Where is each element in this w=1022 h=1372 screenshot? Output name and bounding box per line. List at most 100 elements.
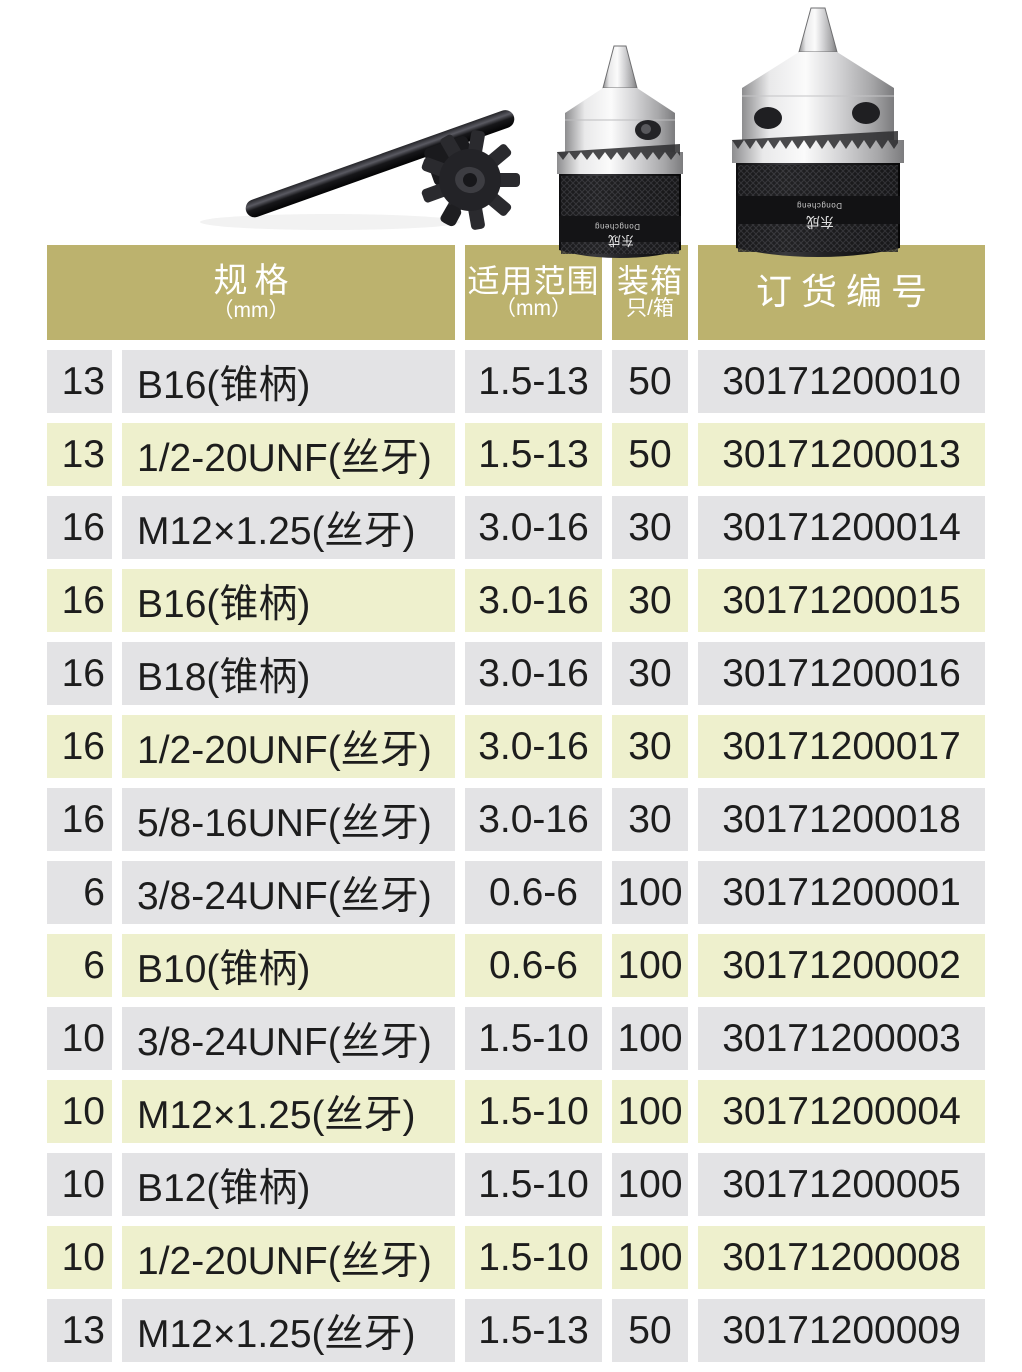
cell-spec: 5/8-16UNF(丝牙): [122, 788, 455, 851]
product-photo: Dongcheng 东成 Dongcheng 东成: [200, 7, 904, 258]
cell-order_no: 30171200015: [698, 569, 985, 632]
cell-qty: 30: [612, 788, 688, 851]
cell-qty: 30: [612, 642, 688, 705]
cell-order_no: 30171200009: [698, 1299, 985, 1362]
table-row: 16 M12×1.25(丝牙) 3.0-16 30 30171200014: [47, 496, 985, 559]
drill-chuck-large-image: Dongcheng 东成: [732, 7, 904, 257]
cell-size: 13: [47, 1299, 112, 1362]
cell-range: 3.0-16: [465, 496, 602, 559]
cell-size: 13: [47, 350, 112, 413]
cell-spec: 1/2-20UNF(丝牙): [122, 423, 455, 486]
table-row: 6 3/8-24UNF(丝牙) 0.6-6 100 30171200001: [47, 861, 985, 924]
cell-range: 1.5-13: [465, 423, 602, 486]
cell-spec: 3/8-24UNF(丝牙): [122, 861, 455, 924]
cell-range: 3.0-16: [465, 569, 602, 632]
cell-range: 1.5-10: [465, 1007, 602, 1070]
cell-range: 3.0-16: [465, 642, 602, 705]
cell-size: 16: [47, 642, 112, 705]
brand-cn-large: 东成: [806, 214, 834, 230]
cell-size: 16: [47, 569, 112, 632]
cell-spec: B10(锥柄): [122, 934, 455, 997]
cell-size: 6: [47, 934, 112, 997]
table-header: 规格 （mm） 适用范围 （mm） 装箱 只/箱 订货编号: [47, 245, 985, 340]
cell-order_no: 30171200004: [698, 1080, 985, 1143]
cell-order_no: 30171200017: [698, 715, 985, 778]
cell-size: 13: [47, 423, 112, 486]
cell-qty: 100: [612, 934, 688, 997]
header-range-unit: （mm）: [495, 297, 572, 321]
cell-order_no: 30171200014: [698, 496, 985, 559]
cell-order_no: 30171200016: [698, 642, 985, 705]
cell-spec: B18(锥柄): [122, 642, 455, 705]
cell-size: 16: [47, 788, 112, 851]
table-row: 16 5/8-16UNF(丝牙) 3.0-16 30 30171200018: [47, 788, 985, 851]
header-spec-label: 规格: [213, 261, 296, 300]
header-packing-unit: 只/箱: [626, 297, 674, 321]
table-row: 10 M12×1.25(丝牙) 1.5-10 100 30171200004: [47, 1080, 985, 1143]
table-row: 13 M12×1.25(丝牙) 1.5-13 50 30171200009: [47, 1299, 985, 1362]
cell-qty: 100: [612, 861, 688, 924]
cell-range: 0.6-6: [465, 861, 602, 924]
cell-range: 1.5-13: [465, 350, 602, 413]
cell-spec: 3/8-24UNF(丝牙): [122, 1007, 455, 1070]
table-row: 13 1/2-20UNF(丝牙) 1.5-13 50 30171200013: [47, 423, 985, 486]
cell-qty: 100: [612, 1226, 688, 1289]
cell-order_no: 30171200013: [698, 423, 985, 486]
header-packing: 装箱 只/箱: [612, 245, 688, 340]
drill-chuck-medium-image: Dongcheng 东成: [557, 45, 683, 258]
cell-order_no: 30171200018: [698, 788, 985, 851]
cell-size: 16: [47, 496, 112, 559]
cell-spec: M12×1.25(丝牙): [122, 1080, 455, 1143]
header-packing-label: 装箱: [616, 262, 683, 299]
chuck-key-image: [200, 110, 520, 230]
header-spec: 规格 （mm）: [47, 245, 455, 340]
cell-qty: 100: [612, 1007, 688, 1070]
cell-range: 3.0-16: [465, 715, 602, 778]
header-range: 适用范围 （mm）: [465, 245, 602, 340]
header-range-label: 适用范围: [467, 262, 600, 299]
cell-range: 1.5-13: [465, 1299, 602, 1362]
table-row: 10 1/2-20UNF(丝牙) 1.5-10 100 30171200008: [47, 1226, 985, 1289]
table-row: 16 1/2-20UNF(丝牙) 3.0-16 30 30171200017: [47, 715, 985, 778]
cell-qty: 50: [612, 350, 688, 413]
brand-text-medium: Dongcheng: [595, 222, 640, 231]
table-row: 16 B18(锥柄) 3.0-16 30 30171200016: [47, 642, 985, 705]
table-row: 16 B16(锥柄) 3.0-16 30 30171200015: [47, 569, 985, 632]
cell-order_no: 30171200001: [698, 861, 985, 924]
cell-qty: 50: [612, 1299, 688, 1362]
cell-order_no: 30171200008: [698, 1226, 985, 1289]
brand-cn-medium: 东成: [608, 233, 634, 248]
chuck-key-gear: [421, 130, 520, 230]
cell-spec: B16(锥柄): [122, 569, 455, 632]
cell-size: 10: [47, 1153, 112, 1216]
cell-qty: 50: [612, 423, 688, 486]
cell-spec: 1/2-20UNF(丝牙): [122, 715, 455, 778]
cell-size: 10: [47, 1007, 112, 1070]
table-row: 10 B12(锥柄) 1.5-10 100 30171200005: [47, 1153, 985, 1216]
cell-order_no: 30171200010: [698, 350, 985, 413]
table-row: 10 3/8-24UNF(丝牙) 1.5-10 100 30171200003: [47, 1007, 985, 1070]
table-body: 13 B16(锥柄) 1.5-13 50 30171200010 13 1/2-20UNF(…: [47, 350, 985, 1362]
cell-qty: 30: [612, 569, 688, 632]
cell-order_no: 30171200005: [698, 1153, 985, 1216]
cell-range: 3.0-16: [465, 788, 602, 851]
cell-qty: 30: [612, 715, 688, 778]
cell-range: 0.6-6: [465, 934, 602, 997]
cell-qty: 100: [612, 1080, 688, 1143]
cell-spec: M12×1.25(丝牙): [122, 1299, 455, 1362]
brand-text-large: Dongcheng: [797, 201, 842, 210]
cell-size: 10: [47, 1080, 112, 1143]
header-order-no: 订货编号: [698, 245, 985, 340]
cell-spec: M12×1.25(丝牙): [122, 496, 455, 559]
cell-spec: B16(锥柄): [122, 350, 455, 413]
cell-range: 1.5-10: [465, 1080, 602, 1143]
cell-order_no: 30171200003: [698, 1007, 985, 1070]
header-order-no-label: 订货编号: [755, 271, 936, 313]
cell-order_no: 30171200002: [698, 934, 985, 997]
spec-table: 规格 （mm） 适用范围 （mm） 装箱 只/箱 订货编号 13 B16(锥柄) 1…: [47, 245, 985, 1372]
cell-spec: 1/2-20UNF(丝牙): [122, 1226, 455, 1289]
table-row: 13 B16(锥柄) 1.5-13 50 30171200010: [47, 350, 985, 413]
header-spec-unit: （mm）: [212, 298, 290, 322]
cell-size: 16: [47, 715, 112, 778]
cell-qty: 30: [612, 496, 688, 559]
